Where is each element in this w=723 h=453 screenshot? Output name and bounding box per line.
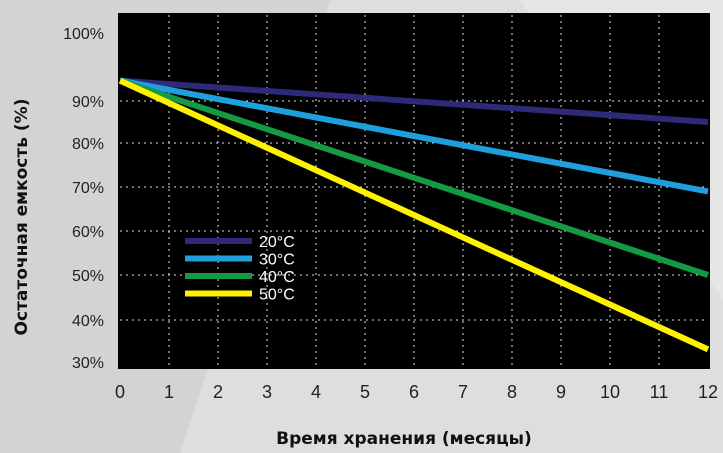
- x-tick-label: 4: [311, 382, 321, 402]
- legend-label: 50°C: [259, 287, 295, 304]
- x-tick-label: 7: [458, 382, 468, 402]
- x-tick-label: 5: [360, 382, 370, 402]
- x-tick-label: 11: [650, 382, 669, 402]
- legend-label: 40°C: [259, 269, 295, 286]
- series-line-20c: [119, 77, 709, 125]
- y-tick-label: 50%: [72, 268, 104, 285]
- x-tick-label: 12: [698, 382, 718, 402]
- x-tick-label: 9: [556, 382, 566, 402]
- y-tick-label: 80%: [72, 136, 104, 153]
- x-tick-label: 3: [262, 382, 272, 402]
- y-tick-label: 60%: [72, 224, 104, 241]
- y-axis-ticks: 30% 40% 50% 60% 70% 80% 90% 100%: [63, 26, 104, 372]
- x-axis-label: Время хранения (месяцы): [276, 429, 532, 449]
- x-axis-ticks: 0 1 2 3 4 5 6 7 8 9 10 11 12: [115, 382, 718, 402]
- legend-label: 20°C: [259, 234, 295, 251]
- series-line-30c: [119, 77, 709, 195]
- y-tick-label: 70%: [72, 180, 104, 197]
- y-axis-label: Остаточная емкость (%): [12, 99, 32, 336]
- y-tick-label: 90%: [72, 94, 104, 111]
- y-tick-label: 100%: [63, 26, 104, 43]
- legend-label: 30°C: [259, 252, 295, 269]
- series-lines: [118, 77, 710, 353]
- series-line-40c: [119, 77, 709, 278]
- x-tick-label: 2: [213, 382, 223, 402]
- y-tick-label: 40%: [72, 313, 104, 330]
- series-line-50c: [118, 77, 710, 353]
- x-tick-label: 8: [507, 382, 517, 402]
- x-tick-label: 10: [600, 382, 620, 402]
- y-tick-label: 30%: [72, 355, 104, 372]
- legend: 20°C30°C40°C50°C: [185, 234, 295, 304]
- x-tick-label: 1: [164, 382, 174, 402]
- x-tick-label: 6: [409, 382, 419, 402]
- x-tick-label: 0: [115, 382, 125, 402]
